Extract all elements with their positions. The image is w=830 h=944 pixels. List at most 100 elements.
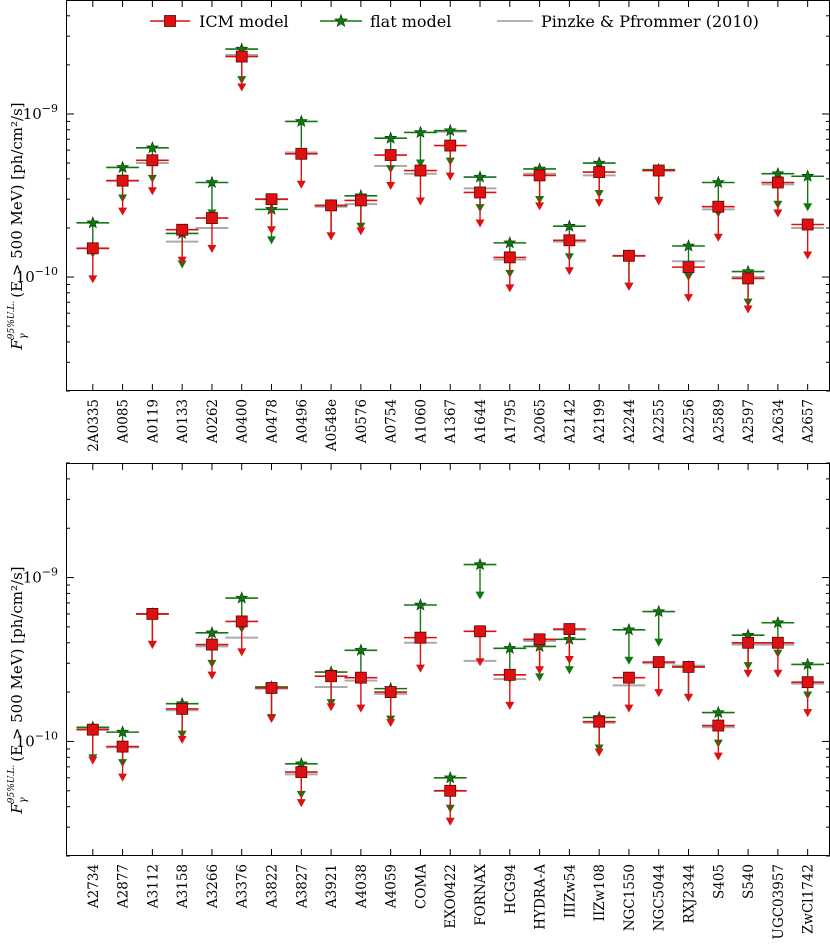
icm-arrow-top-0 bbox=[88, 275, 98, 284]
xtick-label-bottom-10: A4059 bbox=[384, 864, 400, 909]
flat-arrow-top-24 bbox=[803, 203, 813, 212]
icm-arrow-top-6 bbox=[267, 226, 277, 235]
flat-point-top-11 bbox=[413, 125, 427, 139]
icm-arrow-top-5 bbox=[237, 83, 247, 92]
icm-arrow-top-9 bbox=[356, 227, 366, 236]
xtick-label-bottom-14: HCG94 bbox=[503, 864, 519, 914]
flat-point-top-17 bbox=[592, 156, 606, 169]
icm-point-bottom-22 bbox=[742, 636, 754, 649]
flat-point-top-14 bbox=[503, 236, 517, 249]
legend-icm-marker bbox=[164, 15, 176, 27]
icm-point-bottom-4 bbox=[206, 638, 218, 651]
legend-item-pinzke: Pinzke & Pfrommer (2010) bbox=[497, 12, 759, 31]
ylabel-top-rest: (E > 500 MeV) [ph/cm²/s] bbox=[8, 102, 26, 297]
icm-point-top-12 bbox=[444, 139, 457, 152]
xtick-label-top-18: A2244 bbox=[622, 399, 638, 444]
legend: ICM model flat model Pinzke & Pfrommer (… bbox=[150, 12, 759, 31]
xtick-label-bottom-20: RXJ2344 bbox=[682, 864, 698, 924]
icm-point-top-22 bbox=[742, 272, 754, 285]
ticks-layer bbox=[66, 0, 830, 857]
flat-point-top-10 bbox=[384, 131, 398, 144]
icm-point-bottom-12 bbox=[444, 784, 457, 797]
icm-point-bottom-8 bbox=[325, 670, 337, 683]
xtick-label-bottom-16: IIIZw54 bbox=[562, 864, 578, 918]
icm-arrow-bottom-9 bbox=[356, 704, 366, 713]
icm-arrow-bottom-5 bbox=[237, 648, 247, 657]
flat-arrow-bottom-15 bbox=[535, 673, 545, 682]
ylabel-top-sup: 95%U.L. bbox=[7, 301, 17, 340]
icm-point-top-5 bbox=[235, 50, 248, 63]
flat-point-bottom-24 bbox=[801, 657, 815, 670]
icm-point-bottom-10 bbox=[384, 686, 397, 699]
icm-arrow-bottom-19 bbox=[654, 689, 664, 698]
xtick-label-bottom-22: S540 bbox=[741, 864, 757, 899]
ytick-base: 10 bbox=[23, 569, 42, 587]
icm-point-bottom-0 bbox=[86, 723, 99, 736]
icm-arrow-top-7 bbox=[296, 180, 306, 189]
icm-arrow-bottom-15 bbox=[535, 666, 545, 675]
flat-point-top-24 bbox=[801, 169, 815, 182]
xtick-label-bottom-12: EXO0422 bbox=[443, 864, 459, 929]
flat-point-top-1 bbox=[116, 160, 130, 173]
xtick-label-top-14: A1795 bbox=[503, 399, 519, 444]
icm-point-bottom-9 bbox=[354, 671, 367, 684]
ytick-exp: −10 bbox=[35, 265, 58, 278]
icm-point-top-23 bbox=[771, 176, 784, 189]
ylabel-bottom: Fγ95%U.L. (E > 500 MeV) [ph/cm²/s] bbox=[7, 566, 29, 814]
icm-point-top-15 bbox=[533, 169, 546, 182]
icm-point-bottom-1 bbox=[116, 740, 129, 753]
icm-point-top-17 bbox=[593, 166, 606, 179]
icm-point-bottom-2 bbox=[146, 608, 159, 620]
ytick-label-bottom-0: 10−10 bbox=[16, 729, 58, 750]
icm-arrow-bottom-20 bbox=[684, 693, 694, 702]
legend-flat-marker bbox=[333, 13, 349, 27]
flat-point-bottom-11 bbox=[413, 598, 427, 611]
flat-point-top-4 bbox=[205, 175, 219, 189]
xtick-label-top-19: A2255 bbox=[652, 399, 668, 444]
icm-point-bottom-20 bbox=[682, 661, 695, 673]
icm-point-bottom-5 bbox=[235, 615, 248, 628]
ytick-exp: −9 bbox=[42, 102, 58, 115]
xtick-label-top-17: A2199 bbox=[592, 399, 608, 444]
icm-point-top-6 bbox=[265, 193, 278, 206]
icm-arrow-top-18 bbox=[624, 282, 634, 291]
ytick-label-top-1: 10−9 bbox=[23, 102, 58, 123]
icm-arrow-bottom-12 bbox=[445, 817, 455, 826]
ytick-base: 10 bbox=[16, 732, 35, 750]
icm-point-top-1 bbox=[116, 174, 129, 187]
icm-arrow-bottom-8 bbox=[326, 703, 336, 712]
flat-point-bottom-9 bbox=[354, 643, 368, 656]
legend-item-icm: ICM model bbox=[150, 12, 289, 31]
xtick-label-top-22: A2597 bbox=[741, 399, 757, 444]
icm-arrow-bottom-4 bbox=[207, 671, 217, 680]
xtick-label-bottom-1: A2877 bbox=[116, 864, 132, 909]
xtick-label-top-21: A2589 bbox=[711, 399, 727, 444]
icm-arrow-bottom-0 bbox=[88, 756, 98, 765]
flat-point-top-0 bbox=[86, 215, 100, 229]
flat-point-bottom-21 bbox=[711, 705, 725, 719]
icm-point-top-11 bbox=[414, 164, 427, 177]
ytick-base: 10 bbox=[23, 105, 42, 123]
icm-arrow-top-12 bbox=[445, 172, 455, 181]
xtick-label-bottom-3: A3158 bbox=[175, 864, 191, 909]
panel-frame-top bbox=[66, 0, 830, 391]
flat-point-bottom-13 bbox=[473, 557, 487, 571]
icm-arrow-top-2 bbox=[147, 187, 157, 196]
icm-point-top-13 bbox=[474, 186, 486, 199]
ytick-exp: −10 bbox=[35, 729, 58, 742]
icm-arrow-top-24 bbox=[803, 251, 813, 260]
flat-point-top-7 bbox=[294, 114, 308, 127]
icm-point-top-20 bbox=[682, 261, 695, 274]
flat-point-bottom-19 bbox=[652, 604, 666, 618]
icm-arrow-top-8 bbox=[326, 232, 336, 241]
icm-point-top-3 bbox=[176, 223, 189, 236]
xtick-label-top-11: A1060 bbox=[413, 399, 429, 444]
panel-frame-bottom bbox=[66, 463, 830, 856]
xtick-label-top-4: A0262 bbox=[205, 399, 221, 444]
icm-arrow-top-14 bbox=[505, 284, 515, 293]
flat-point-bottom-4 bbox=[205, 625, 219, 639]
xtick-label-bottom-17: IIZw108 bbox=[592, 864, 608, 921]
icm-point-bottom-6 bbox=[265, 682, 278, 694]
